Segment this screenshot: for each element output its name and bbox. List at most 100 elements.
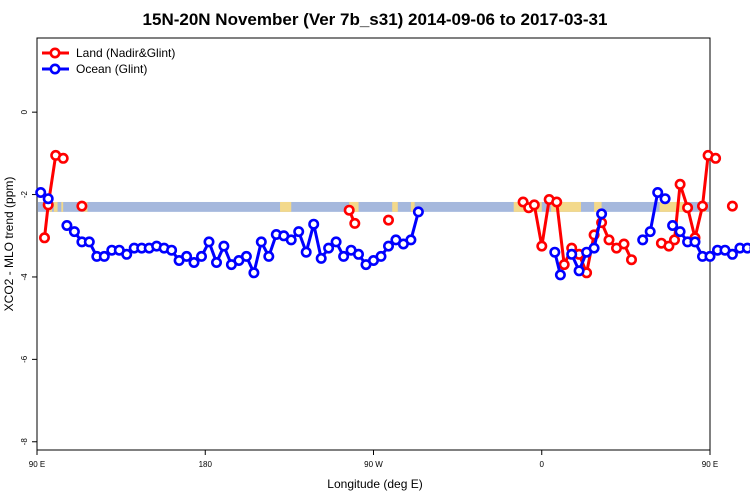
data-point xyxy=(293,226,305,238)
data-point xyxy=(674,178,686,190)
legend-ocean-marker xyxy=(49,63,61,75)
data-point xyxy=(710,152,722,164)
data-point xyxy=(652,187,664,199)
data-point xyxy=(121,248,133,260)
series-ocean xyxy=(35,187,750,281)
data-point xyxy=(263,250,275,262)
ocean-band xyxy=(38,201,709,212)
data-point xyxy=(554,269,566,281)
data-point xyxy=(558,259,570,271)
y-tick-label: -6 xyxy=(20,355,29,363)
x-tick-label: 180 xyxy=(199,460,213,469)
data-point xyxy=(644,226,656,238)
data-point xyxy=(596,208,608,220)
land-band-span xyxy=(410,201,415,212)
data-point xyxy=(382,214,394,226)
data-point xyxy=(352,248,364,260)
series-land xyxy=(38,149,738,279)
data-point xyxy=(57,152,69,164)
data-point xyxy=(667,220,679,232)
data-point xyxy=(375,250,387,262)
data-point xyxy=(349,217,361,229)
y-tick-label: -8 xyxy=(20,438,29,446)
land-ocean-band xyxy=(38,201,709,212)
data-point xyxy=(76,200,88,212)
data-point xyxy=(83,236,95,248)
data-point xyxy=(536,240,548,252)
y-axis-label: XCO2 - MLO trend (ppm) xyxy=(2,177,16,312)
y-tick-label: 0 xyxy=(20,109,29,114)
x-axis: 90 E 180 90 W 0 90 E xyxy=(29,450,718,469)
data-point xyxy=(218,240,230,252)
data-point xyxy=(196,250,208,262)
data-point xyxy=(38,232,50,244)
legend: Land (Nadir&Glint) Ocean (Glint) xyxy=(38,39,188,79)
data-point xyxy=(285,234,297,246)
data-point xyxy=(211,256,223,268)
data-point xyxy=(696,200,708,212)
land-band-span xyxy=(551,201,582,212)
data-point xyxy=(674,226,686,238)
data-point xyxy=(549,246,561,258)
data-point xyxy=(330,236,342,248)
data-point xyxy=(42,193,54,205)
chart-title: 15N-20N November (Ver 7b_s31) 2014-09-06… xyxy=(143,10,608,29)
data-point xyxy=(255,236,267,248)
data-point xyxy=(668,234,680,246)
x-tick-label: 90 W xyxy=(364,460,383,469)
land-band-span xyxy=(392,201,398,212)
data-point xyxy=(181,250,193,262)
data-point xyxy=(68,226,80,238)
data-point xyxy=(323,242,335,254)
data-point xyxy=(405,234,417,246)
land-band-span xyxy=(61,201,64,212)
series-layer xyxy=(35,149,750,281)
x-tick-label: 90 E xyxy=(29,460,45,469)
land-band-span xyxy=(594,201,602,212)
data-point xyxy=(637,234,649,246)
land-band-span xyxy=(659,201,684,212)
x-tick-label: 90 E xyxy=(702,460,718,469)
land-band-span xyxy=(280,201,292,212)
x-tick-label: 0 xyxy=(540,460,545,469)
data-point xyxy=(300,246,312,258)
data-point xyxy=(166,244,178,256)
data-point xyxy=(203,236,215,248)
land-band-span xyxy=(349,201,359,212)
data-point xyxy=(61,220,73,232)
y-tick-label: -4 xyxy=(20,273,29,281)
legend-land-label: Land (Nadir&Glint) xyxy=(76,46,175,60)
y-tick-label: -2 xyxy=(20,190,29,198)
data-point xyxy=(689,236,701,248)
data-point xyxy=(382,240,394,252)
data-point xyxy=(726,200,738,212)
data-point xyxy=(704,250,716,262)
data-point xyxy=(741,242,750,254)
data-point xyxy=(98,250,110,262)
legend-land-marker xyxy=(49,47,61,59)
land-band-span xyxy=(53,201,58,212)
data-point xyxy=(528,199,540,211)
data-point xyxy=(659,193,671,205)
data-point xyxy=(248,267,260,279)
data-point xyxy=(240,250,252,262)
data-point xyxy=(566,248,578,260)
data-point xyxy=(343,204,355,216)
data-point xyxy=(551,196,563,208)
data-point xyxy=(682,202,694,214)
data-point xyxy=(308,218,320,230)
data-point xyxy=(35,187,47,199)
legend-box xyxy=(38,39,188,79)
legend-ocean-label: Ocean (Glint) xyxy=(76,62,147,76)
data-point xyxy=(338,250,350,262)
data-point xyxy=(588,242,600,254)
x-axis-label: Longitude (deg E) xyxy=(327,477,422,491)
data-point xyxy=(573,265,585,277)
data-point xyxy=(726,248,738,260)
y-axis: 0 -2 -4 -6 -8 xyxy=(20,109,37,445)
data-point xyxy=(625,254,637,266)
data-point xyxy=(412,206,424,218)
data-point xyxy=(315,252,327,264)
data-point xyxy=(188,256,200,268)
